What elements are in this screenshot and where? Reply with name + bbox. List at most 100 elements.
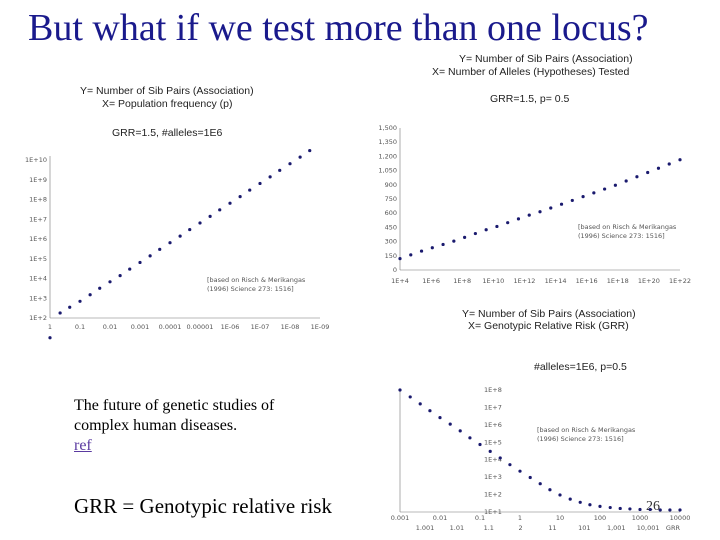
chart3-point	[508, 463, 512, 467]
chart2-point	[441, 242, 445, 247]
chart1-point	[298, 155, 302, 159]
chart1-point	[58, 311, 62, 315]
chart2-y-tick: 1,350	[378, 138, 397, 146]
chart3-caption-y: Y= Number of Sib Pairs (Association)	[462, 308, 636, 320]
chart1-y-tick: 1E+6	[29, 235, 47, 243]
chart2-point	[473, 231, 477, 236]
chart2-point	[419, 249, 424, 253]
chart1-x-tick: 0.00001	[187, 323, 214, 331]
chart2-point	[613, 183, 617, 187]
chart2-point	[430, 246, 434, 250]
chart3-x-tick-grr: 11	[548, 524, 556, 532]
chart1-point	[68, 305, 72, 309]
chart3-point	[558, 493, 562, 497]
chart3-y-tick: 1E+7	[484, 403, 502, 411]
chart3-x-tick-grr: 1.01	[450, 524, 464, 532]
chart1-point	[148, 254, 152, 258]
chart2-y-tick: 900	[385, 181, 397, 189]
chart2-caption-x: X= Number of Alleles (Hypotheses) Tested	[432, 66, 630, 78]
chart2-x-tick: 1E+22	[669, 277, 691, 285]
chart1-x-tick: 1E-06	[221, 323, 240, 331]
chart2-x-tick: 1E+12	[513, 277, 535, 285]
chart3-x-tick: 100	[594, 514, 606, 522]
chart3-point	[408, 395, 412, 399]
chart3-point	[608, 505, 612, 510]
chart3-point	[458, 429, 462, 433]
chart1-x-tick: 0.1	[75, 323, 85, 331]
chart3-point	[658, 508, 662, 512]
chart2-x-tick: 1E+18	[607, 277, 629, 285]
chart3-point	[488, 449, 492, 453]
chart1-point	[118, 274, 122, 278]
chart1-caption-y: Y= Number of Sib Pairs (Association)	[80, 85, 254, 97]
chart1-point	[208, 214, 212, 218]
chart3-y-tick: 1E+2	[484, 491, 502, 499]
chart1-y-tick: 1E+10	[25, 156, 47, 164]
chart3-y-tick: 1E+3	[484, 473, 502, 481]
chart2-y-tick: 450	[385, 223, 397, 231]
chart1-point	[78, 299, 82, 303]
chart1-point	[248, 188, 252, 192]
chart2-point	[570, 198, 574, 203]
chart2-y-tick: 1,050	[378, 167, 397, 175]
chart3-point	[478, 442, 482, 447]
chart3-y-tick: 1E+6	[484, 421, 502, 429]
chart2-point	[463, 235, 467, 239]
chart1-x-tick: 0.0001	[159, 323, 182, 331]
chart3-point	[448, 422, 452, 426]
chart3-y-tick: 1E+8	[484, 386, 502, 394]
chart1-annotation: [based on Risch & Merikangas	[207, 276, 306, 284]
chart3-subtitle: #alleles=1E6, p=0.5	[534, 361, 627, 373]
chart1-x-tick: 1	[48, 323, 52, 331]
chart3-x-tick: 1	[518, 514, 522, 522]
chart1-y-tick: 1E+5	[29, 255, 47, 263]
chart2-y-tick: 750	[385, 195, 397, 203]
chart1-point	[48, 336, 52, 340]
chart2-point	[409, 253, 413, 257]
chart2-point	[484, 228, 488, 232]
chart2-point	[656, 166, 661, 170]
chart1-point	[88, 293, 92, 297]
chart2-x-tick: 1E+10	[482, 277, 504, 285]
chart2-point	[527, 213, 531, 217]
chart2-y-tick: 1,200	[378, 152, 397, 160]
chart2-point	[678, 158, 682, 162]
chart2-x-tick: 1E+14	[545, 277, 567, 285]
reference-description: The future of genetic studies of complex…	[74, 397, 275, 434]
chart2-point	[398, 257, 402, 261]
chart3-x-tick: 0.1	[475, 514, 485, 522]
chart3-x-tick: 10000	[670, 514, 691, 522]
chart2-point	[667, 162, 671, 166]
chart3-point	[438, 416, 442, 420]
chart1-point	[278, 168, 282, 172]
chart1-point	[178, 234, 182, 238]
chart3-annotation: (1996) Science 273: 1516]	[537, 435, 624, 443]
chart3-point	[598, 504, 602, 508]
chart3-y-tick: 1E+5	[484, 438, 502, 446]
chart1-point	[158, 247, 162, 251]
chart3-y-tick: 1E+4	[484, 456, 502, 464]
chart3-x-tick: 10	[556, 514, 564, 522]
chart1-point	[128, 267, 132, 271]
chart1-point	[308, 148, 312, 153]
chart3-point	[538, 482, 542, 486]
chart1-x-tick: 0.001	[131, 323, 150, 331]
chart1-subtitle: GRR=1.5, #alleles=1E6	[112, 127, 223, 139]
chart1-point	[98, 286, 102, 290]
chart2-point	[624, 179, 628, 183]
chart1-point	[168, 241, 172, 245]
chart2-y-tick: 150	[385, 252, 397, 260]
chart3-point	[568, 497, 572, 501]
chart1-x-tick: 1E-09	[311, 323, 330, 331]
chart1-point	[198, 221, 202, 225]
chart3-y-tick: 1E+1	[484, 508, 502, 516]
chart2-point	[581, 195, 585, 199]
chart1-y-tick: 1E+4	[29, 275, 47, 283]
chart1-point	[228, 201, 232, 205]
chart2-x-tick: 1E+20	[638, 277, 660, 285]
reference-link[interactable]: ref	[74, 437, 92, 454]
chart3-x-tick-grr: 101	[578, 524, 590, 532]
chart2-point	[495, 224, 499, 229]
chart2-x-tick: 1E+16	[576, 277, 598, 285]
